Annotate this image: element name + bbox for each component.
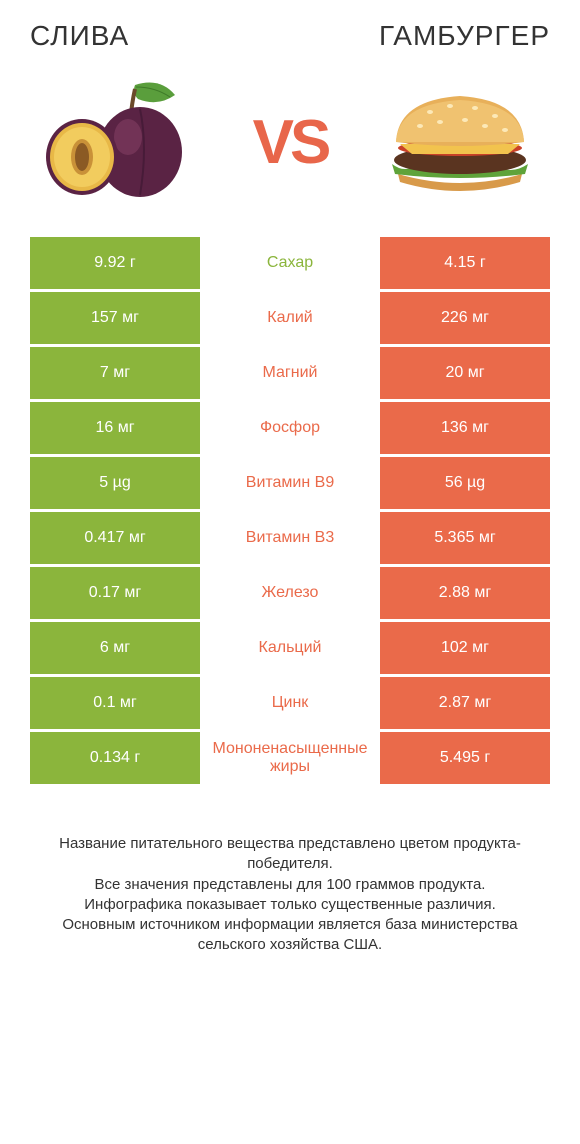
right-value-cell: 5.495 г xyxy=(380,732,550,784)
right-value-cell: 102 мг xyxy=(380,622,550,674)
left-value-cell: 5 µg xyxy=(30,457,200,509)
right-value-cell: 136 мг xyxy=(380,402,550,454)
nutrient-row: 7 мгМагний20 мг xyxy=(30,347,550,399)
nutrient-row: 0.417 мгВитамин B35.365 мг xyxy=(30,512,550,564)
nutrient-row: 16 мгФосфор136 мг xyxy=(30,402,550,454)
footnote-text: Название питательного вещества представл… xyxy=(30,834,550,956)
left-value-cell: 9.92 г xyxy=(30,237,200,289)
left-value-cell: 157 мг xyxy=(30,292,200,344)
plum-image xyxy=(40,77,200,207)
nutrient-label: Железо xyxy=(200,567,380,619)
nutrient-label: Витамин B9 xyxy=(200,457,380,509)
right-value-cell: 20 мг xyxy=(380,347,550,399)
nutrient-row: 0.17 мгЖелезо2.88 мг xyxy=(30,567,550,619)
nutrient-row: 6 мгКальций102 мг xyxy=(30,622,550,674)
nutrient-label: Фосфор xyxy=(200,402,380,454)
nutrient-label: Витамин B3 xyxy=(200,512,380,564)
left-food-title: СЛИВА xyxy=(30,20,129,52)
left-value-cell: 0.134 г xyxy=(30,732,200,784)
right-value-cell: 2.87 мг xyxy=(380,677,550,729)
left-value-cell: 6 мг xyxy=(30,622,200,674)
left-value-cell: 0.417 мг xyxy=(30,512,200,564)
comparison-images: VS xyxy=(30,77,550,207)
nutrient-row: 0.1 мгЦинк2.87 мг xyxy=(30,677,550,729)
left-value-cell: 0.17 мг xyxy=(30,567,200,619)
right-value-cell: 2.88 мг xyxy=(380,567,550,619)
nutrient-label: Сахар xyxy=(200,237,380,289)
hamburger-image xyxy=(380,77,540,207)
left-value-cell: 7 мг xyxy=(30,347,200,399)
nutrient-row: 157 мгКалий226 мг xyxy=(30,292,550,344)
right-value-cell: 226 мг xyxy=(380,292,550,344)
nutrient-row: 0.134 гМононенасыщенные жиры5.495 г xyxy=(30,732,550,784)
right-value-cell: 4.15 г xyxy=(380,237,550,289)
right-food-title: ГАМБУРГЕР xyxy=(379,20,550,52)
left-value-cell: 0.1 мг xyxy=(30,677,200,729)
nutrient-row: 5 µgВитамин B956 µg xyxy=(30,457,550,509)
nutrient-table: 9.92 гСахар4.15 г157 мгКалий226 мг7 мгМа… xyxy=(30,237,550,784)
right-value-cell: 56 µg xyxy=(380,457,550,509)
nutrient-label: Мононенасыщенные жиры xyxy=(200,732,380,784)
nutrient-label: Калий xyxy=(200,292,380,344)
nutrient-row: 9.92 гСахар4.15 г xyxy=(30,237,550,289)
left-value-cell: 16 мг xyxy=(30,402,200,454)
right-value-cell: 5.365 мг xyxy=(380,512,550,564)
nutrient-label: Кальций xyxy=(200,622,380,674)
vs-label: VS xyxy=(253,107,328,178)
nutrient-label: Магний xyxy=(200,347,380,399)
nutrient-label: Цинк xyxy=(200,677,380,729)
